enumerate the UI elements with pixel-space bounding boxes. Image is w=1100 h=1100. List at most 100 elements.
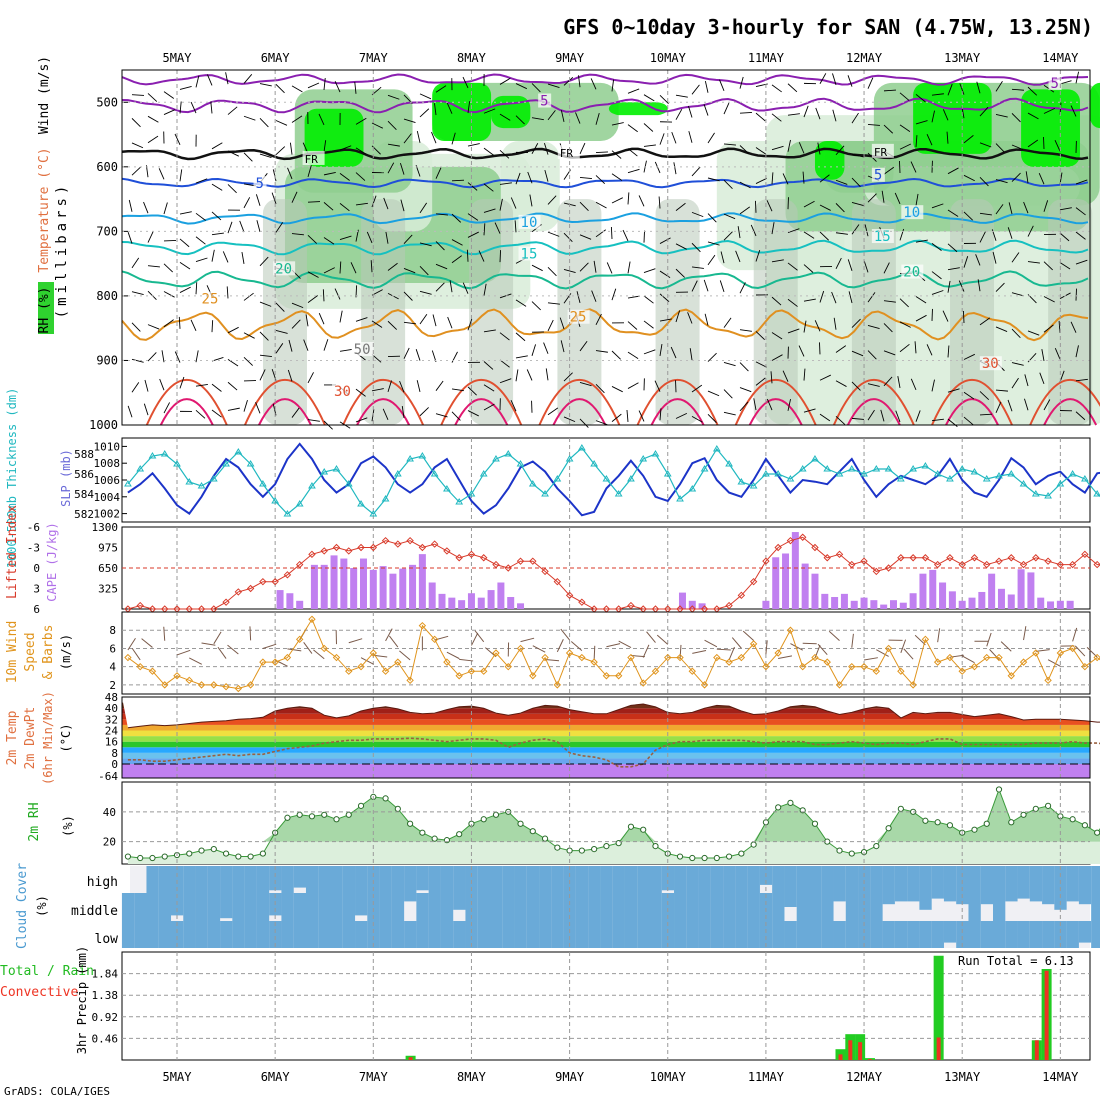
rh-shading-high bbox=[913, 82, 992, 154]
wind-barb bbox=[563, 232, 573, 243]
wind-barb bbox=[643, 349, 656, 355]
cloud-cover-cell-high bbox=[146, 866, 159, 893]
wind-barb bbox=[227, 106, 238, 115]
wind-barb bbox=[755, 361, 767, 368]
wind10m-barb bbox=[360, 657, 374, 665]
rh-shading-column bbox=[262, 199, 307, 425]
cloud-cover-cell-middle bbox=[318, 893, 331, 921]
rh2m-point bbox=[1032, 805, 1039, 812]
wind10m-barb bbox=[262, 643, 277, 649]
precip-convective-bar bbox=[867, 1059, 872, 1060]
wind-barb bbox=[707, 254, 716, 266]
thickness-point bbox=[185, 478, 194, 485]
wind-barb bbox=[163, 202, 168, 215]
rh2m-point bbox=[922, 817, 929, 824]
cloud-cover-cell-middle bbox=[1005, 893, 1018, 902]
cloud-cover-cell-high bbox=[686, 866, 699, 893]
cloud-cover-cell-middle bbox=[539, 893, 552, 921]
wind-barb bbox=[287, 167, 293, 180]
contour-label-bg bbox=[332, 383, 355, 398]
temp2m-tick-label: 16 bbox=[105, 736, 118, 749]
wind-barb bbox=[704, 313, 709, 326]
thickness-point bbox=[970, 468, 979, 475]
cape-bar bbox=[1037, 597, 1045, 609]
cloud-cover-cell-high bbox=[1005, 866, 1018, 893]
wind-barb bbox=[195, 383, 208, 387]
thickness-point bbox=[835, 470, 844, 477]
wind10m-point bbox=[602, 672, 611, 680]
temperature-30-line bbox=[1029, 379, 1100, 426]
wind-barb bbox=[819, 204, 831, 211]
wind-barb bbox=[1070, 321, 1077, 333]
lifted-index-point bbox=[480, 554, 488, 562]
wind-barb bbox=[880, 409, 885, 422]
wind-barb bbox=[915, 193, 919, 206]
cloud-cover-cell-high bbox=[269, 866, 282, 891]
wind-barb bbox=[432, 314, 437, 327]
wind10m-axis-label: Speed bbox=[23, 632, 38, 671]
wind10m-point bbox=[909, 681, 917, 689]
temperature-35-line bbox=[258, 398, 312, 426]
wind-barb bbox=[803, 298, 816, 302]
rh2m-point bbox=[897, 805, 904, 812]
wind10m-point bbox=[627, 653, 635, 662]
wind-barb bbox=[318, 113, 325, 126]
wind-barb bbox=[851, 201, 864, 206]
rh-legend-swatch bbox=[38, 282, 54, 334]
temperature-35-line bbox=[1043, 398, 1098, 426]
wind10m-point bbox=[394, 658, 402, 666]
wind-barb bbox=[547, 83, 560, 89]
thickness-point bbox=[1068, 470, 1077, 477]
wind-barb bbox=[243, 292, 254, 301]
lifted-index-point bbox=[246, 584, 255, 593]
x-tick-label-top: 12MAY bbox=[846, 51, 883, 65]
wind10m-point bbox=[565, 649, 574, 657]
wind-barb bbox=[483, 403, 495, 411]
wind-barb bbox=[259, 83, 272, 87]
cloud-cover-cell-low bbox=[968, 921, 981, 948]
contour-label: 15 bbox=[874, 229, 891, 245]
lifted-index-point bbox=[933, 560, 942, 569]
cloud-cover-cell-high bbox=[379, 866, 392, 893]
wind10m-point bbox=[357, 662, 365, 671]
thickness-point bbox=[516, 460, 525, 467]
wind-barb bbox=[931, 290, 944, 295]
wind-barb bbox=[1075, 345, 1079, 358]
wind-barb bbox=[462, 76, 469, 89]
wind-barb bbox=[1075, 71, 1080, 84]
contour-label-bg bbox=[518, 214, 541, 229]
wind-barb bbox=[867, 409, 875, 421]
wind10m-point bbox=[246, 681, 255, 689]
cape-tick-label: 325 bbox=[98, 583, 118, 596]
rh2m-point bbox=[578, 847, 585, 854]
wind-barb bbox=[675, 94, 688, 98]
wind-barb bbox=[435, 282, 445, 292]
wind10m-tick-label: 2 bbox=[109, 679, 116, 692]
wind-barb bbox=[833, 317, 837, 330]
cloud-cover-cell-high bbox=[993, 866, 1006, 893]
wind-barb bbox=[1011, 292, 1024, 297]
wind-barb bbox=[1059, 207, 1072, 211]
wind-barb bbox=[163, 319, 174, 328]
wind-barb bbox=[723, 102, 730, 115]
wind-barb bbox=[719, 280, 725, 292]
cloud-cover-cell-low bbox=[489, 921, 503, 948]
cloud-cover-cell-low bbox=[379, 921, 392, 948]
cloud-cover-cell-high bbox=[183, 866, 196, 893]
wind-barb bbox=[739, 76, 744, 89]
wind-barb bbox=[275, 146, 286, 156]
wind-barb bbox=[255, 402, 261, 414]
cloud-cover-cell-low bbox=[772, 921, 785, 948]
wind-barb bbox=[835, 345, 847, 353]
cloud-cover-cell-high bbox=[367, 866, 380, 893]
lifted-index-tick-label: 6 bbox=[33, 603, 40, 616]
run-total-bg bbox=[955, 953, 1089, 969]
wind-barb bbox=[739, 206, 751, 215]
wind10m-barb bbox=[348, 638, 363, 644]
temp2m-panel bbox=[121, 696, 1091, 779]
wind10m-point bbox=[713, 653, 721, 662]
wind-barb bbox=[307, 82, 320, 89]
cape-bar bbox=[919, 573, 927, 609]
cape-bar bbox=[467, 593, 475, 609]
precip-convective-bar bbox=[408, 1057, 413, 1060]
